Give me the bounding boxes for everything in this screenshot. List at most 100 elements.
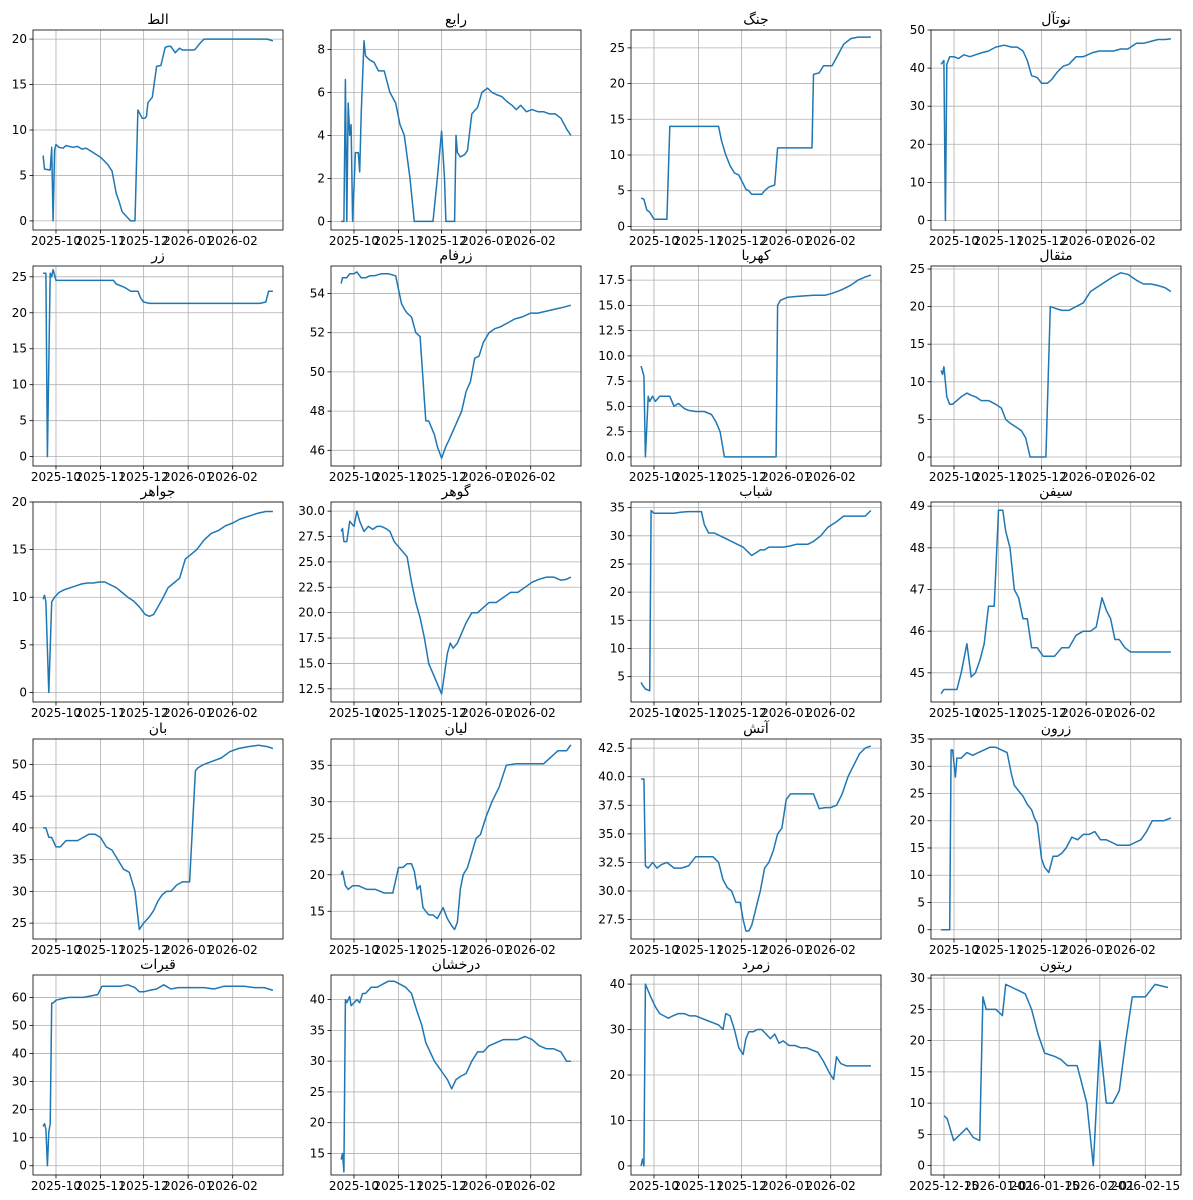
x-tick-label: 2025-12 [119, 706, 169, 720]
x-tick-label: 2025-12 [717, 943, 767, 957]
y-tick-label: 27.5 [298, 530, 325, 544]
axes-frame [32, 265, 284, 467]
y-tick-label: 0 [617, 1159, 625, 1173]
y-tick-label: 4 [317, 128, 325, 142]
x-tick-label: 2025-10 [329, 706, 379, 720]
x-tick-label: 2025-10 [929, 470, 979, 484]
x-tick-label: 2026-02 [208, 234, 258, 248]
y-tick-label: 0 [917, 923, 925, 937]
x-tick-label: 2025-10 [31, 943, 81, 957]
x-tick-label: 2025-11 [973, 234, 1023, 248]
y-tick-label: 15 [910, 1065, 925, 1079]
y-tick-label: 25 [310, 1085, 325, 1099]
y-tick-label: 30 [910, 99, 925, 113]
series-line [940, 509, 1171, 695]
series-line [340, 980, 571, 1173]
y-tick-label: 15.0 [298, 656, 325, 670]
x-tick-label: 2026-02 [806, 706, 856, 720]
x-tick-label: 2025-11 [373, 234, 423, 248]
y-tick-label: 15 [12, 78, 27, 92]
chart-title: گوهر [440, 483, 470, 500]
y-tick-label: 7.5 [606, 374, 625, 388]
y-tick-label: 2 [317, 171, 325, 185]
y-tick-label: 0 [19, 214, 27, 228]
series-line [42, 984, 274, 1167]
x-tick-label: 2025-12 [119, 470, 169, 484]
y-tick-label: 30 [610, 529, 625, 543]
chart-title: لیان [444, 721, 467, 737]
axes-frame [630, 974, 882, 1176]
x-tick-label: 2025-12 [1017, 234, 1067, 248]
x-tick-label: 2026-02 [208, 706, 258, 720]
axes-frame [630, 501, 882, 703]
x-tick-label: 2025-10 [629, 1179, 679, 1193]
y-tick-label: 42.5 [598, 741, 625, 755]
x-tick-label: 2025-11 [673, 943, 723, 957]
y-tick-label: 20 [610, 77, 625, 91]
chart-title: شباب [739, 484, 772, 500]
y-tick-label: 15 [910, 841, 925, 855]
y-tick-label: 20 [610, 585, 625, 599]
subplot: 2025-12-152026-01-012026-01-152026-02-01… [909, 957, 1182, 1193]
y-tick-label: 0 [917, 450, 925, 464]
x-tick-label: 2025-11 [75, 706, 125, 720]
x-tick-label: 2025-11 [75, 943, 125, 957]
axes-frame [930, 265, 1182, 467]
x-tick-label: 2026-01 [761, 1179, 811, 1193]
x-tick-label: 2025-12 [717, 1179, 767, 1193]
x-tick-label: 2025-12 [1017, 943, 1067, 957]
x-tick-label: 2025-10 [31, 234, 81, 248]
series-line [43, 744, 274, 931]
y-tick-label: 0 [19, 1159, 27, 1173]
y-tick-label: 30 [310, 795, 325, 809]
x-tick-label: 2025-12 [417, 234, 467, 248]
x-tick-label: 2026-02 [506, 470, 556, 484]
x-tick-label: 2025-11 [75, 470, 125, 484]
series-line [340, 510, 572, 695]
chart-title: کهربا [741, 248, 770, 264]
axes-frame [32, 29, 284, 231]
chart-title: قیرات [140, 957, 176, 973]
x-tick-label: 2025-10 [31, 470, 81, 484]
series-line [42, 38, 274, 222]
y-tick-label: 30 [910, 971, 925, 985]
x-tick-label: 2025-11 [373, 470, 423, 484]
y-tick-label: 20 [12, 1103, 27, 1117]
y-tick-label: 5 [617, 670, 625, 684]
x-tick-label: 2025-12 [417, 706, 467, 720]
x-tick-label: 2026-01 [163, 943, 213, 957]
y-tick-label: 17.5 [298, 631, 325, 645]
y-tick-label: 5 [617, 184, 625, 198]
y-tick-label: 10 [610, 148, 625, 162]
chart-title: الط [147, 12, 168, 28]
x-tick-label: 2026-02 [806, 943, 856, 957]
y-tick-label: 5 [19, 414, 27, 428]
chart-title: زمرد [742, 957, 770, 973]
x-tick-label: 2025-10 [929, 943, 979, 957]
x-tick-label: 2025-10 [329, 943, 379, 957]
x-tick-label: 2026-02 [208, 943, 258, 957]
x-tick-label: 2026-01 [1061, 234, 1111, 248]
series-line [340, 744, 572, 931]
y-tick-label: 10 [910, 375, 925, 389]
y-tick-label: 50 [310, 365, 325, 379]
x-tick-label: 2025-11 [973, 470, 1023, 484]
y-tick-label: 40 [610, 977, 625, 991]
x-tick-label: 2026-01 [461, 234, 511, 248]
y-tick-label: 35 [12, 853, 27, 867]
y-tick-label: 20 [12, 495, 27, 509]
y-tick-label: 0 [19, 450, 27, 464]
x-tick-label: 2026-01 [163, 234, 213, 248]
series-line [941, 746, 1172, 931]
x-tick-label: 2026-02 [1106, 234, 1156, 248]
x-tick-label: 2025-11 [373, 1179, 423, 1193]
